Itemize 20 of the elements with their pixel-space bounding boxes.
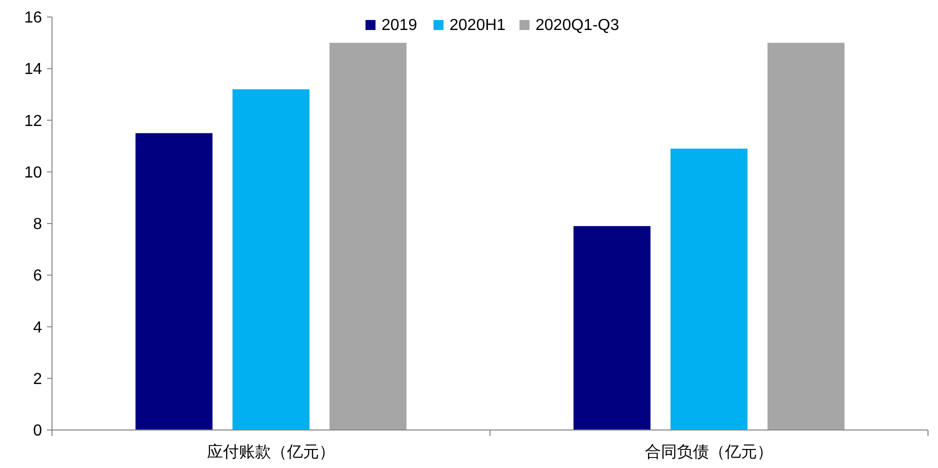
y-tick-label: 4 bbox=[33, 319, 42, 336]
bar bbox=[136, 133, 212, 430]
legend-label: 2020Q1-Q3 bbox=[536, 17, 620, 34]
y-tick-label: 6 bbox=[33, 268, 42, 285]
y-tick-label: 16 bbox=[24, 10, 42, 27]
bar bbox=[670, 148, 748, 430]
y-tick-label: 2 bbox=[33, 370, 42, 388]
legend-label: 2019 bbox=[382, 17, 418, 34]
x-tick-label: 应付账款（亿元） bbox=[207, 443, 335, 461]
y-tick-label: 10 bbox=[24, 164, 42, 182]
y-tick-label: 0 bbox=[33, 422, 42, 440]
legend-label: 2020H1 bbox=[450, 17, 506, 34]
bar bbox=[574, 226, 650, 430]
x-tick-label: 合同负债（亿元） bbox=[645, 443, 773, 461]
bar bbox=[330, 42, 406, 430]
bar bbox=[768, 42, 844, 430]
y-tick-label: 12 bbox=[24, 112, 42, 130]
y-tick-label: 8 bbox=[33, 216, 42, 234]
y-tick-label: 14 bbox=[24, 61, 42, 78]
bar bbox=[232, 89, 310, 430]
